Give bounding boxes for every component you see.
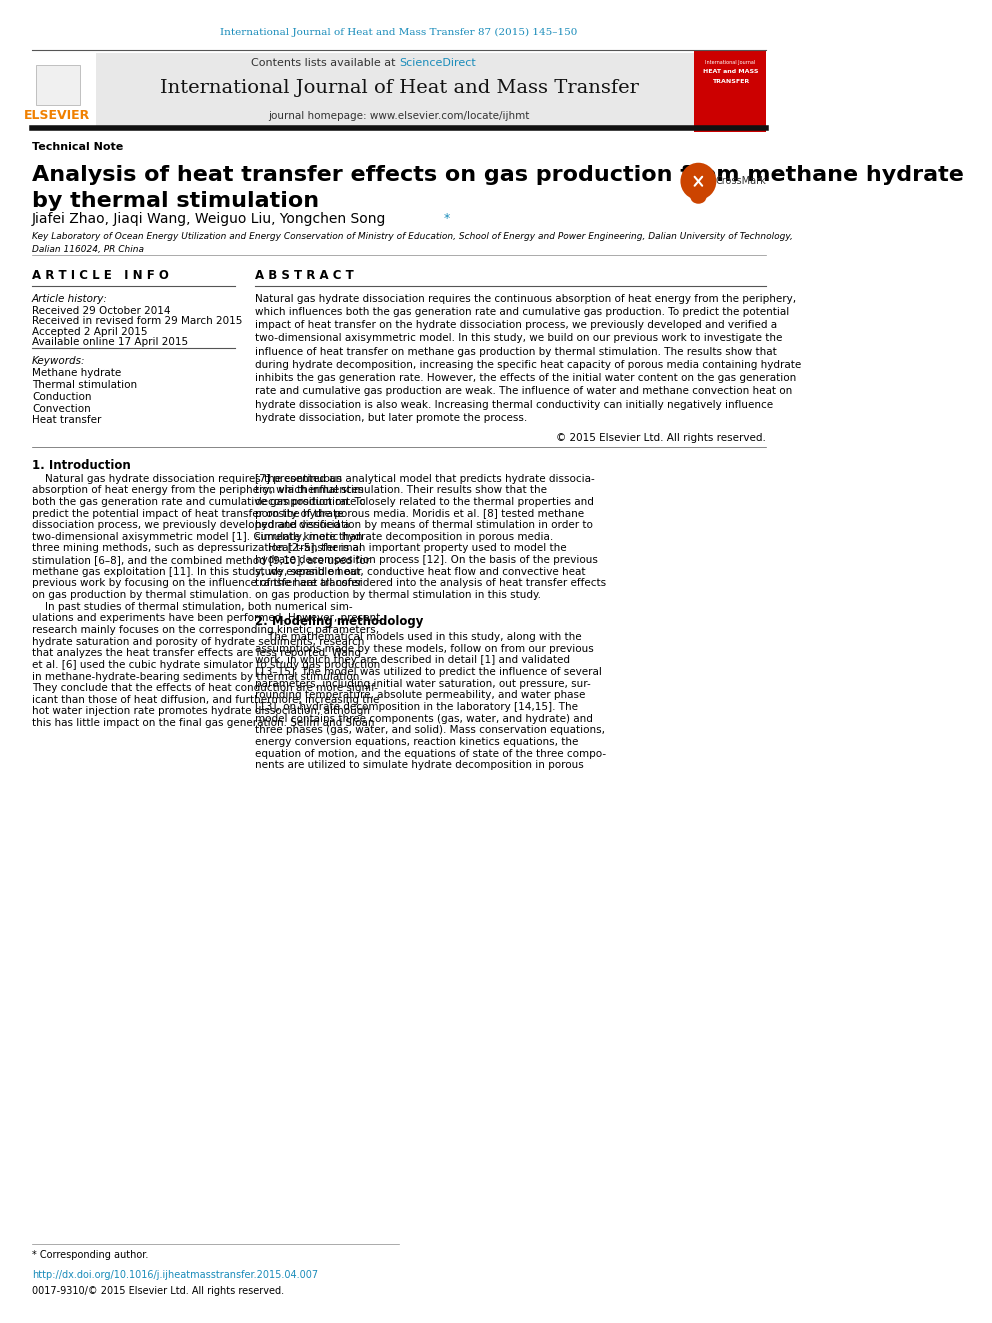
- Text: dissociation process, we previously developed and verified a: dissociation process, we previously deve…: [32, 520, 349, 531]
- Text: 1. Introduction: 1. Introduction: [32, 459, 131, 472]
- Text: hydrate saturation and porosity of hydrate sediments, research: hydrate saturation and porosity of hydra…: [32, 636, 364, 647]
- Text: *: *: [443, 212, 450, 225]
- Text: work, in which they are described in detail [1] and validated: work, in which they are described in det…: [255, 655, 570, 665]
- Text: hot water injection rate promotes hydrate dissociation, although: hot water injection rate promotes hydrat…: [32, 706, 370, 717]
- Text: Technical Note: Technical Note: [32, 142, 123, 152]
- Text: International Journal of Heat and Mass Transfer: International Journal of Heat and Mass T…: [160, 79, 639, 98]
- Text: A R T I C L E   I N F O: A R T I C L E I N F O: [32, 269, 169, 282]
- Text: Heat transfer: Heat transfer: [32, 415, 101, 426]
- Text: They conclude that the effects of heat conduction are more signif-: They conclude that the effects of heat c…: [32, 683, 378, 693]
- Text: both the gas generation rate and cumulative gas production. To: both the gas generation rate and cumulat…: [32, 497, 365, 507]
- Text: In past studies of thermal stimulation, both numerical sim-: In past studies of thermal stimulation, …: [32, 602, 352, 611]
- Text: International Journal of Heat and Mass Transfer 87 (2015) 145–150: International Journal of Heat and Mass T…: [220, 28, 577, 37]
- FancyBboxPatch shape: [96, 53, 694, 126]
- Text: predict the potential impact of heat transfer on the hydrate: predict the potential impact of heat tra…: [32, 508, 343, 519]
- Text: stimulation [6–8], and the combined method [9,10], are used for: stimulation [6–8], and the combined meth…: [32, 556, 370, 565]
- Text: that analyzes the heat transfer effects are less reported. Wang: that analyzes the heat transfer effects …: [32, 648, 361, 659]
- Text: simulate kinetic hydrate decomposition in porous media.: simulate kinetic hydrate decomposition i…: [255, 532, 554, 542]
- Text: two-dimensional axisymmetric model. In this study, we build on our previous work: two-dimensional axisymmetric model. In t…: [255, 333, 783, 344]
- Text: Methane hydrate: Methane hydrate: [32, 368, 121, 378]
- Text: 0017-9310/© 2015 Elsevier Ltd. All rights reserved.: 0017-9310/© 2015 Elsevier Ltd. All right…: [32, 1286, 284, 1297]
- Text: 2. Modeling methodology: 2. Modeling methodology: [255, 615, 424, 628]
- Text: nents are utilized to simulate hydrate decomposition in porous: nents are utilized to simulate hydrate d…: [255, 761, 584, 770]
- Text: energy conversion equations, reaction kinetics equations, the: energy conversion equations, reaction ki…: [255, 737, 578, 747]
- Text: * Corresponding author.: * Corresponding author.: [32, 1250, 148, 1261]
- Text: hydrate decomposition process [12]. On the basis of the previous: hydrate decomposition process [12]. On t…: [255, 556, 598, 565]
- Text: Convection: Convection: [32, 404, 90, 414]
- Text: methane gas exploitation [11]. In this study, we expand on our: methane gas exploitation [11]. In this s…: [32, 566, 361, 577]
- Text: Natural gas hydrate dissociation requires the continuous: Natural gas hydrate dissociation require…: [32, 474, 342, 484]
- FancyBboxPatch shape: [32, 53, 96, 126]
- Text: Heat transfer is an important property used to model the: Heat transfer is an important property u…: [255, 544, 567, 553]
- Text: parameters, including initial water saturation, out pressure, sur-: parameters, including initial water satu…: [255, 679, 591, 689]
- Text: by thermal stimulation: by thermal stimulation: [32, 191, 319, 210]
- Text: rounding temperature, absolute permeability, and water phase: rounding temperature, absolute permeabil…: [255, 691, 586, 700]
- Text: two-dimensional axisymmetric model [1]. Currently, more than: two-dimensional axisymmetric model [1]. …: [32, 532, 362, 542]
- Text: ulations and experiments have been performed. However, present: ulations and experiments have been perfo…: [32, 614, 380, 623]
- FancyBboxPatch shape: [694, 50, 766, 132]
- Text: hydrate dissociation is also weak. Increasing thermal conductivity can initially: hydrate dissociation is also weak. Incre…: [255, 400, 774, 410]
- Text: Dalian 116024, PR China: Dalian 116024, PR China: [32, 245, 144, 254]
- Text: A B S T R A C T: A B S T R A C T: [255, 269, 354, 282]
- Text: Conduction: Conduction: [32, 392, 91, 402]
- Text: in methane-hydrate-bearing sediments by thermal stimulation.: in methane-hydrate-bearing sediments by …: [32, 672, 363, 681]
- Text: Article history:: Article history:: [32, 294, 108, 304]
- Text: ELSEVIER: ELSEVIER: [25, 108, 90, 122]
- Text: Jiafei Zhao, Jiaqi Wang, Weiguo Liu, Yongchen Song: Jiafei Zhao, Jiaqi Wang, Weiguo Liu, Yon…: [32, 212, 386, 226]
- Text: http://dx.doi.org/10.1016/j.ijheatmasstransfer.2015.04.007: http://dx.doi.org/10.1016/j.ijheatmasstr…: [32, 1270, 318, 1281]
- Text: on gas production by thermal stimulation.: on gas production by thermal stimulation…: [32, 590, 252, 601]
- Text: porosity of the porous media. Moridis et al. [8] tested methane: porosity of the porous media. Moridis et…: [255, 508, 584, 519]
- Text: ScienceDirect: ScienceDirect: [399, 58, 476, 69]
- Text: influence of heat transfer on methane gas production by thermal stimulation. The: influence of heat transfer on methane ga…: [255, 347, 777, 357]
- Text: Contents lists available at: Contents lists available at: [251, 58, 399, 69]
- Text: tion via thermal stimulation. Their results show that the: tion via thermal stimulation. Their resu…: [255, 486, 548, 495]
- Text: hydrate dissociation by means of thermal stimulation in order to: hydrate dissociation by means of thermal…: [255, 520, 593, 531]
- Text: journal homepage: www.elsevier.com/locate/ijhmt: journal homepage: www.elsevier.com/locat…: [269, 111, 530, 122]
- Text: absorption of heat energy from the periphery, which influences: absorption of heat energy from the perip…: [32, 486, 363, 495]
- Text: assumptions made by these models, follow on from our previous: assumptions made by these models, follow…: [255, 644, 594, 654]
- Text: Accepted 2 April 2015: Accepted 2 April 2015: [32, 327, 148, 337]
- Text: Thermal stimulation: Thermal stimulation: [32, 380, 137, 390]
- Text: which influences both the gas generation rate and cumulative gas production. To : which influences both the gas generation…: [255, 307, 790, 318]
- Text: et al. [6] used the cubic hydrate simulator to study gas production: et al. [6] used the cubic hydrate simula…: [32, 660, 380, 669]
- Text: Keywords:: Keywords:: [32, 356, 85, 366]
- Text: The mathematical models used in this study, along with the: The mathematical models used in this stu…: [255, 632, 582, 642]
- Text: International Journal: International Journal: [705, 60, 756, 65]
- Text: on gas production by thermal stimulation in this study.: on gas production by thermal stimulation…: [255, 590, 542, 601]
- Text: equation of motion, and the equations of state of the three compo-: equation of motion, and the equations of…: [255, 749, 606, 758]
- Text: this has little impact on the final gas generation. Selim and Sloan: this has little impact on the final gas …: [32, 718, 374, 728]
- Text: previous work by focusing on the influence of the heat transfer: previous work by focusing on the influen…: [32, 578, 362, 589]
- Text: [13–15]. The model was utilized to predict the influence of several: [13–15]. The model was utilized to predi…: [255, 667, 602, 677]
- FancyBboxPatch shape: [36, 65, 79, 105]
- Text: Available online 17 April 2015: Available online 17 April 2015: [32, 337, 188, 348]
- Text: icant than those of heat diffusion, and furthermore, increasing the: icant than those of heat diffusion, and …: [32, 695, 379, 705]
- Ellipse shape: [690, 191, 706, 204]
- Text: [13], on hydrate decomposition in the laboratory [14,15]. The: [13], on hydrate decomposition in the la…: [255, 703, 578, 712]
- Text: Received in revised form 29 March 2015: Received in revised form 29 March 2015: [32, 316, 242, 327]
- Text: © 2015 Elsevier Ltd. All rights reserved.: © 2015 Elsevier Ltd. All rights reserved…: [557, 433, 766, 443]
- Text: rate and cumulative gas production are weak. The influence of water and methane : rate and cumulative gas production are w…: [255, 386, 793, 397]
- Text: Analysis of heat transfer effects on gas production from methane hydrate: Analysis of heat transfer effects on gas…: [32, 165, 964, 185]
- Text: decomposition rate closely related to the thermal properties and: decomposition rate closely related to th…: [255, 497, 594, 507]
- Text: three phases (gas, water, and solid). Mass conservation equations,: three phases (gas, water, and solid). Ma…: [255, 725, 605, 736]
- Text: hydrate dissociation, but later promote the process.: hydrate dissociation, but later promote …: [255, 413, 528, 423]
- Text: during hydrate decomposition, increasing the specific heat capacity of porous me: during hydrate decomposition, increasing…: [255, 360, 802, 370]
- Text: CrossMark: CrossMark: [716, 176, 767, 187]
- Text: model contains three components (gas, water, and hydrate) and: model contains three components (gas, wa…: [255, 713, 593, 724]
- Text: transfer are all considered into the analysis of heat transfer effects: transfer are all considered into the ana…: [255, 578, 606, 589]
- Text: Received 29 October 2014: Received 29 October 2014: [32, 306, 171, 316]
- Text: HEAT and MASS: HEAT and MASS: [702, 69, 758, 74]
- Ellipse shape: [681, 163, 716, 200]
- Text: study, sensible heat, conductive heat flow and convective heat: study, sensible heat, conductive heat fl…: [255, 566, 586, 577]
- Text: TRANSFER: TRANSFER: [711, 79, 749, 85]
- Text: Natural gas hydrate dissociation requires the continuous absorption of heat ener: Natural gas hydrate dissociation require…: [255, 294, 797, 304]
- Text: research mainly focuses on the corresponding kinetic parameters,: research mainly focuses on the correspon…: [32, 624, 379, 635]
- Text: [7] presented an analytical model that predicts hydrate dissocia-: [7] presented an analytical model that p…: [255, 474, 595, 484]
- Text: Key Laboratory of Ocean Energy Utilization and Energy Conservation of Ministry o: Key Laboratory of Ocean Energy Utilizati…: [32, 232, 793, 241]
- Text: three mining methods, such as depressurization [2–5], thermal: three mining methods, such as depressuri…: [32, 544, 362, 553]
- Text: inhibits the gas generation rate. However, the effects of the initial water cont: inhibits the gas generation rate. Howeve…: [255, 373, 797, 384]
- Text: impact of heat transfer on the hydrate dissociation process, we previously devel: impact of heat transfer on the hydrate d…: [255, 320, 778, 331]
